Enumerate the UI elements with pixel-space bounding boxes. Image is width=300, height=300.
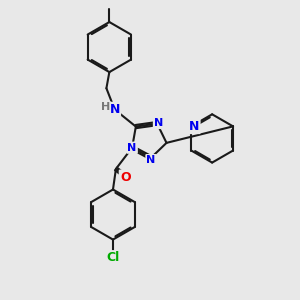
Text: Cl: Cl [106, 251, 120, 264]
Text: H: H [100, 102, 110, 112]
Text: N: N [110, 103, 120, 116]
Text: N: N [128, 143, 137, 153]
Text: N: N [189, 120, 200, 133]
Text: N: N [146, 155, 156, 165]
Text: N: N [154, 118, 163, 128]
Text: O: O [120, 171, 130, 184]
